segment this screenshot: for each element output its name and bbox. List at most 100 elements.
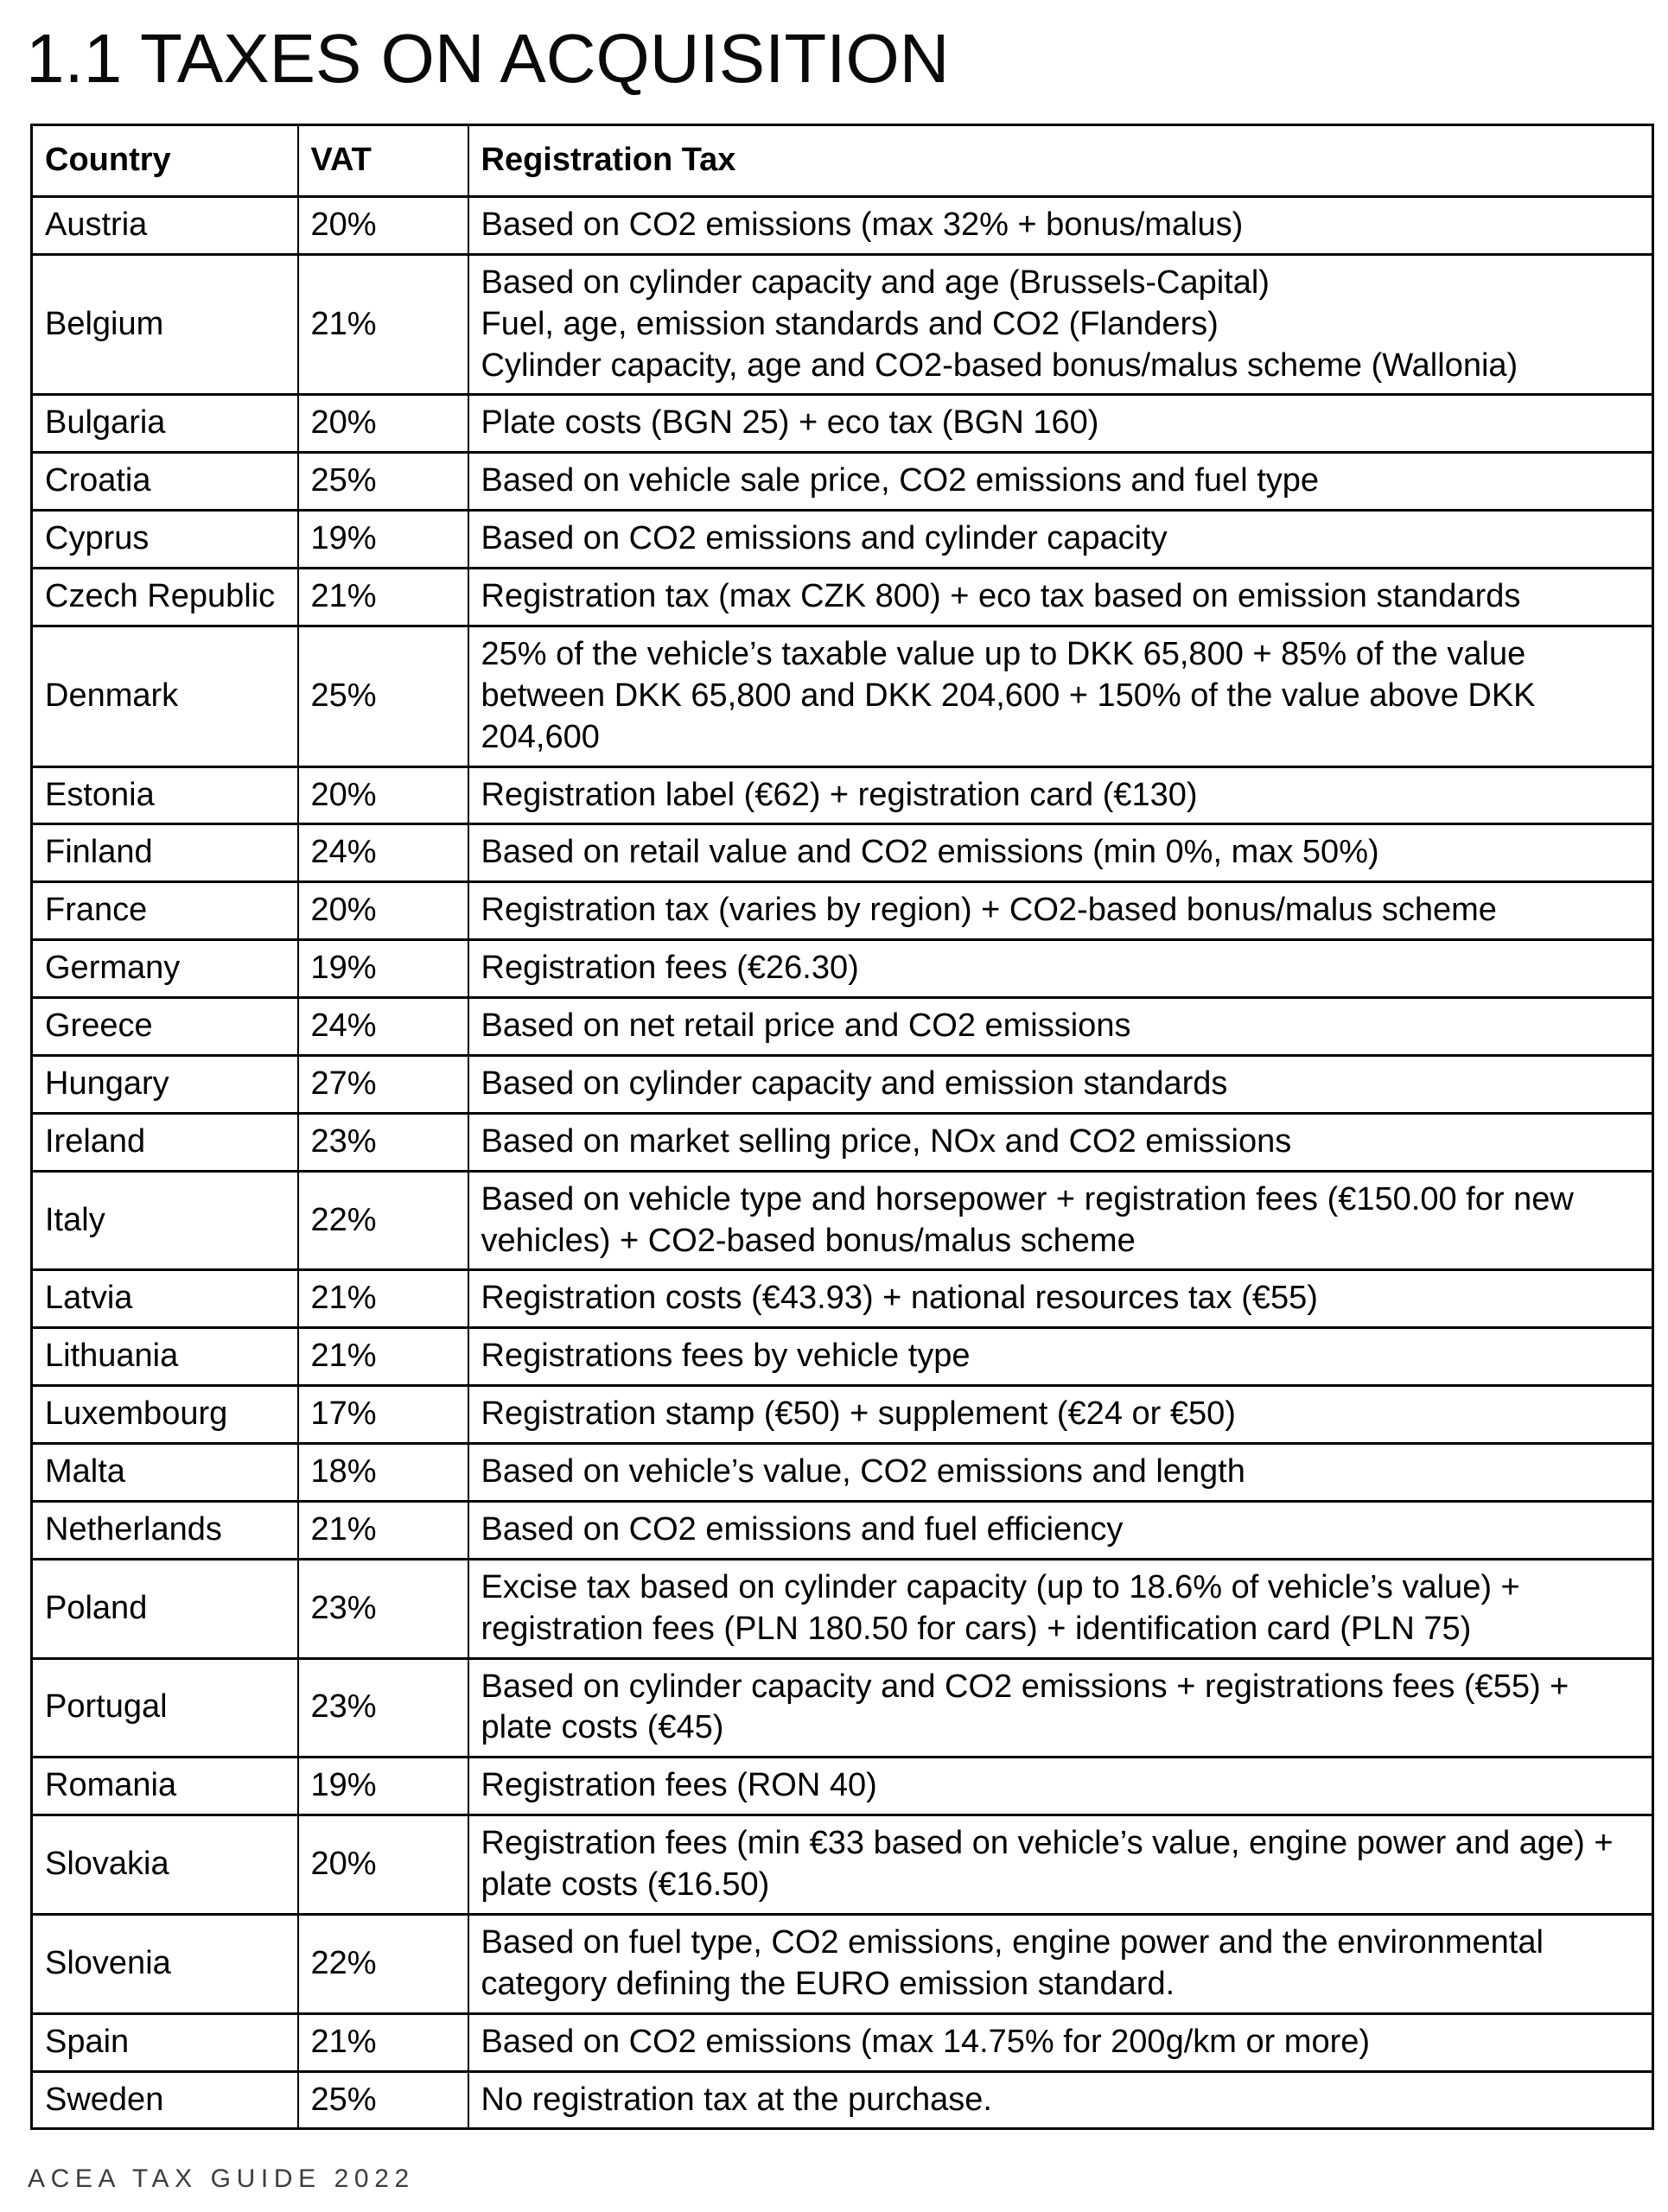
registration-tax-line: Based on market selling price, NOx and C… <box>481 1122 1292 1160</box>
country-cell: Croatia <box>30 451 299 512</box>
vat-cell: 25% <box>296 451 469 512</box>
country-cell: Malta <box>30 1442 299 1503</box>
country-cell: Denmark <box>30 624 299 768</box>
country-cell: Portugal <box>30 1656 299 1759</box>
country-cell: Poland <box>30 1557 299 1660</box>
table-row: Cyprus 19% Based on CO2 emissions and cyli… <box>30 509 1654 569</box>
registration-tax-cell: Registrations fees by vehicle type <box>467 1326 1654 1388</box>
table-row: Croatia 25% Based on vehicle sale price, C… <box>30 451 1654 512</box>
registration-tax-line: Based on CO2 emissions (max 14.75% for 2… <box>481 2023 1371 2060</box>
registration-tax-line: Fuel, age, emission standards and CO2 (F… <box>481 305 1219 342</box>
country-cell: Estonia <box>30 765 299 826</box>
registration-tax-line: Based on cylinder capacity and CO2 emiss… <box>481 1668 1569 1746</box>
country-cell: Slovakia <box>30 1814 299 1916</box>
registration-tax-cell: Based on cylinder capacity and CO2 emiss… <box>467 1656 1654 1759</box>
registration-tax-line: Based on CO2 emissions and cylinder capa… <box>481 520 1168 557</box>
registration-tax-cell: 25% of the vehicle’s taxable value up to… <box>467 624 1654 768</box>
table-row: Latvia 21% Registration costs (€43.93) + n… <box>30 1268 1654 1330</box>
country-cell: Bulgaria <box>30 393 299 454</box>
registration-tax-cell: Based on CO2 emissions (max 14.75% for 2… <box>467 2012 1654 2073</box>
registration-tax-line: Registration fees (min €33 based on vehi… <box>481 1825 1614 1903</box>
table-row: Belgium 21% Based on cylinder capacity and… <box>30 252 1654 397</box>
vat-cell: 21% <box>296 1268 469 1330</box>
country-cell: Finland <box>30 823 299 884</box>
table-row: Greece 24% Based on net retail price and C… <box>30 996 1654 1057</box>
registration-tax-line: Based on net retail price and CO2 emissi… <box>481 1007 1131 1044</box>
registration-tax-cell: Registration stamp (€50) + supplement (€… <box>467 1384 1654 1445</box>
table-row: Sweden 25% No registration tax at the purc… <box>30 2069 1654 2131</box>
table-row: Slovenia 22% Based on fuel type, CO2 emiss… <box>30 1912 1654 2015</box>
registration-tax-cell: Based on cylinder capacity and emission … <box>467 1053 1654 1115</box>
country-cell: Spain <box>30 2012 299 2073</box>
registration-tax-line: Based on retail value and CO2 emissions … <box>481 834 1379 871</box>
column-header-vat: VAT <box>296 124 469 198</box>
table-row: Ireland 23% Based on market selling price,… <box>30 1111 1654 1173</box>
registration-tax-cell: Registration tax (varies by region) + CO… <box>467 880 1654 942</box>
vat-cell: 20% <box>296 393 469 454</box>
country-cell: Greece <box>30 996 299 1057</box>
registration-tax-cell: Based on CO2 emissions and fuel efficien… <box>467 1499 1654 1560</box>
registration-tax-line: Based on fuel type, CO2 emissions, engin… <box>481 1923 1544 2002</box>
vat-cell: 22% <box>296 1169 469 1272</box>
table-row: Bulgaria 20% Plate costs (BGN 25) + eco ta… <box>30 393 1654 454</box>
country-cell: Hungary <box>30 1053 299 1115</box>
registration-tax-line: Based on cylinder capacity and emission … <box>481 1065 1228 1102</box>
vat-cell: 20% <box>296 880 469 942</box>
vat-cell: 25% <box>296 2069 469 2131</box>
column-header-registration-tax: Registration Tax <box>467 124 1654 198</box>
country-cell: Latvia <box>30 1268 299 1330</box>
registration-tax-line: Based on cylinder capacity and age (Brus… <box>481 264 1270 301</box>
table-header: Country VAT Registration Tax <box>30 124 1654 198</box>
registration-tax-line: Based on vehicle’s value, CO2 emissions … <box>481 1453 1245 1490</box>
column-header-country: Country <box>30 124 299 198</box>
vat-cell: 17% <box>296 1384 469 1445</box>
registration-tax-line: Plate costs (BGN 25) + eco tax (BGN 160) <box>481 404 1099 442</box>
registration-tax-line: No registration tax at the purchase. <box>481 2081 992 2118</box>
registration-tax-cell: Based on vehicle’s value, CO2 emissions … <box>467 1442 1654 1503</box>
vat-cell: 20% <box>296 1814 469 1916</box>
country-cell: Germany <box>30 938 299 999</box>
vat-cell: 20% <box>296 765 469 826</box>
vat-cell: 23% <box>296 1656 469 1759</box>
registration-tax-line: Based on vehicle type and horsepower + r… <box>481 1180 1574 1259</box>
taxes-on-acquisition-table: Country VAT Registration Tax Austria 20% B… <box>30 124 1654 2131</box>
table-row: Slovakia 20% Registration fees (min €33 ba… <box>30 1814 1654 1916</box>
registration-tax-cell: Based on market selling price, NOx and C… <box>467 1111 1654 1173</box>
vat-cell: 22% <box>296 1912 469 2015</box>
registration-tax-line: Registration stamp (€50) + supplement (€… <box>481 1395 1236 1433</box>
vat-cell: 24% <box>296 996 469 1057</box>
registration-tax-line: Registration fees (€26.30) <box>481 950 859 987</box>
vat-cell: 25% <box>296 624 469 768</box>
registration-tax-cell: Based on fuel type, CO2 emissions, engin… <box>467 1912 1654 2015</box>
registration-tax-line: Excise tax based on cylinder capacity (u… <box>481 1568 1520 1647</box>
vat-cell: 23% <box>296 1111 469 1173</box>
registration-tax-cell: Registration fees (€26.30) <box>467 938 1654 999</box>
table-row: Austria 20% Based on CO2 emissions (max 32… <box>30 194 1654 256</box>
registration-tax-cell: Based on vehicle type and horsepower + r… <box>467 1169 1654 1272</box>
registration-tax-line: Registration tax (max CZK 800) + eco tax… <box>481 578 1521 614</box>
registration-tax-line: Registration tax (varies by region) + CO… <box>481 892 1497 929</box>
registration-tax-cell: Based on vehicle sale price, CO2 emissio… <box>467 451 1654 512</box>
registration-tax-cell: Based on CO2 emissions (max 32% + bonus/… <box>467 194 1654 256</box>
vat-cell: 21% <box>296 2012 469 2073</box>
vat-cell: 18% <box>296 1442 469 1503</box>
footer-brand: ACEA TAX GUIDE 2022 <box>28 2164 415 2193</box>
registration-tax-cell: Registration tax (max CZK 800) + eco tax… <box>467 567 1654 627</box>
registration-tax-line: Registration costs (€43.93) + national r… <box>481 1280 1318 1317</box>
vat-cell: 21% <box>296 1326 469 1388</box>
registration-tax-line: Registrations fees by vehicle type <box>481 1338 971 1375</box>
vat-cell: 19% <box>296 1756 469 1817</box>
table-row: Malta 18% Based on vehicle’s value, CO2 em… <box>30 1442 1654 1503</box>
table-row: Luxembourg 17% Registration stamp (€50) + … <box>30 1384 1654 1445</box>
registration-tax-line: Cylinder capacity, age and CO2-based bon… <box>481 346 1518 384</box>
vat-cell: 27% <box>296 1053 469 1115</box>
country-cell: Slovenia <box>30 1912 299 2015</box>
registration-tax-line: Based on vehicle sale price, CO2 emissio… <box>481 462 1320 499</box>
vat-cell: 23% <box>296 1557 469 1660</box>
registration-tax-cell: Based on net retail price and CO2 emissi… <box>467 996 1654 1057</box>
vat-cell: 24% <box>296 823 469 884</box>
country-cell: Belgium <box>30 252 299 397</box>
registration-tax-line: Registration label (€62) + registration … <box>481 776 1198 813</box>
registration-tax-cell: Registration costs (€43.93) + national r… <box>467 1268 1654 1330</box>
registration-tax-cell: Based on cylinder capacity and age (Brus… <box>467 252 1654 397</box>
